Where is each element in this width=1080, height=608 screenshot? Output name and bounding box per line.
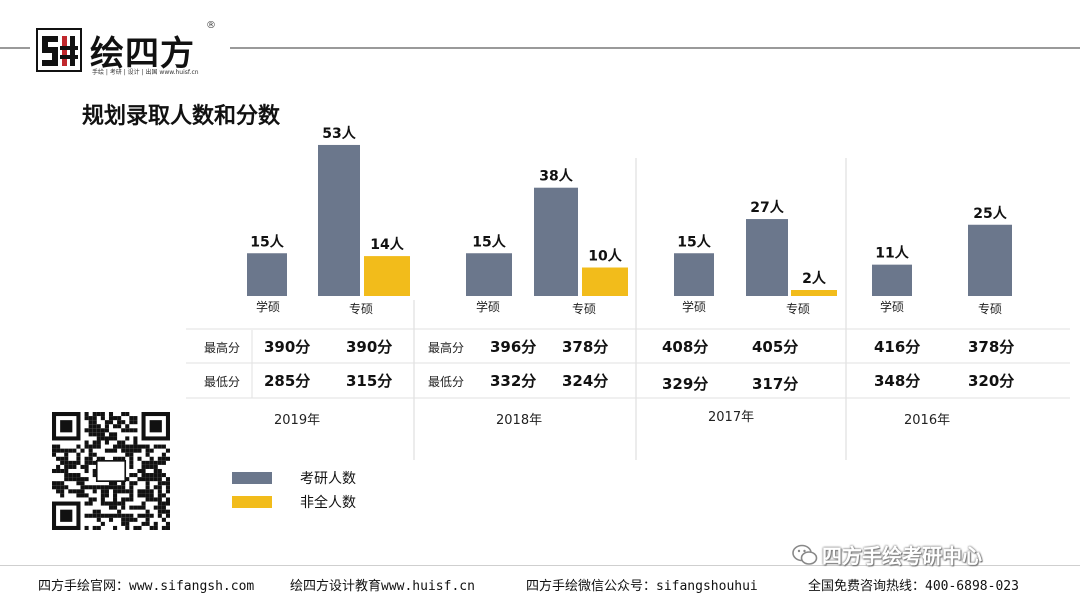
footer-site: 四方手绘官网：www.sifangsh.com: [38, 579, 255, 594]
data-label: 10人: [588, 248, 622, 265]
year-label: 2019年: [274, 413, 321, 428]
min-score-cell: 320分: [968, 372, 1015, 390]
footer-hotline: 全国免费咨询热线：400-6898-023: [808, 579, 1019, 594]
legend-label-kaoyan: 考研人数: [300, 471, 356, 487]
category-label: 专硕: [978, 301, 1002, 316]
data-label: 38人: [539, 168, 573, 185]
bar-2016年-学硕-考研人数: [872, 264, 912, 296]
logo-mark-icon: [36, 28, 82, 72]
max-score-cell: 408分: [662, 338, 709, 356]
max-score-cell: 390分: [346, 338, 393, 356]
legend-swatch-feiquan: [232, 496, 272, 508]
max-score-cell: 378分: [968, 338, 1015, 356]
year-label: 2017年: [708, 410, 755, 425]
min-score-cell: 332分: [490, 372, 537, 390]
min-score-cell: 315分: [346, 372, 393, 390]
brand-name: 绘四方: [90, 34, 195, 74]
min-score-cell: 285分: [264, 372, 311, 390]
category-label: 专硕: [786, 301, 810, 316]
year-label: 2018年: [496, 413, 543, 428]
bar-2019年-专硕-非全人数: [364, 256, 410, 296]
category-label: 专硕: [572, 301, 596, 316]
grid-lines: [186, 158, 1070, 460]
legend-swatch-kaoyan: [232, 472, 272, 484]
header-divider: [0, 47, 1080, 49]
category-label: 专硕: [349, 301, 373, 316]
max-score-cell: 405分: [752, 338, 799, 356]
data-label: 11人: [875, 245, 909, 262]
footer-edu: 绘四方设计教育www.huisf.cn: [290, 579, 475, 594]
data-label: 53人: [322, 125, 356, 142]
data-label: 27人: [750, 199, 784, 216]
max-score-cell: 390分: [264, 338, 311, 356]
bar-2016年-专硕-考研人数: [968, 224, 1012, 296]
category-label: 学硕: [476, 299, 500, 314]
brand-logo: 绘四方 ® 手绘 | 考研 | 设计 | 出国 www.huisf.cn: [36, 20, 226, 78]
min-score-cell: 348分: [874, 372, 921, 390]
data-label: 15人: [250, 233, 284, 250]
year-label: 2016年: [904, 413, 951, 428]
bar-2018年-专硕-考研人数: [534, 187, 578, 296]
qr-code: [52, 412, 170, 530]
row-header: 最高分: [204, 341, 241, 355]
row-header: 最低分: [428, 375, 465, 389]
category-label: 学硕: [256, 299, 280, 314]
category-label: 学硕: [682, 299, 706, 314]
legend-label-feiquan: 非全人数: [300, 495, 356, 511]
bar-2017年-专硕-考研人数: [746, 219, 788, 296]
page-title: 规划录取人数和分数: [82, 104, 281, 129]
footer-divider: [0, 565, 1080, 566]
bar-2019年-学硕-考研人数: [247, 253, 287, 296]
watermark: 四方手绘考研中心: [822, 544, 982, 568]
data-label: 15人: [677, 233, 711, 250]
max-score-cell: 378分: [562, 338, 609, 356]
data-label: 25人: [973, 205, 1007, 222]
max-score-cell: 396分: [490, 338, 537, 356]
bar-2018年-专硕-非全人数: [582, 267, 628, 296]
registered-mark: ®: [206, 20, 216, 31]
data-label: 15人: [472, 233, 506, 250]
data-label: 14人: [370, 236, 404, 253]
row-header: 最高分: [428, 341, 465, 355]
brand-tagline: 手绘 | 考研 | 设计 | 出国 www.huisf.cn: [92, 69, 199, 76]
bar-2017年-专硕-非全人数: [791, 290, 837, 296]
bar-2019年-专硕-考研人数: [318, 144, 360, 296]
min-score-cell: 324分: [562, 372, 609, 390]
bar-2018年-学硕-考研人数: [466, 253, 512, 296]
max-score-cell: 416分: [874, 338, 921, 356]
wechat-icon: [792, 544, 818, 565]
bar-2017年-学硕-考研人数: [674, 253, 714, 296]
footer-wechat: 四方手绘微信公众号：sifangshouhui: [526, 579, 758, 594]
min-score-cell: 329分: [662, 375, 709, 393]
min-score-cell: 317分: [752, 375, 799, 393]
row-header: 最低分: [204, 375, 241, 389]
category-label: 学硕: [880, 299, 904, 314]
bars: [247, 144, 1012, 296]
data-label: 2人: [802, 270, 827, 287]
